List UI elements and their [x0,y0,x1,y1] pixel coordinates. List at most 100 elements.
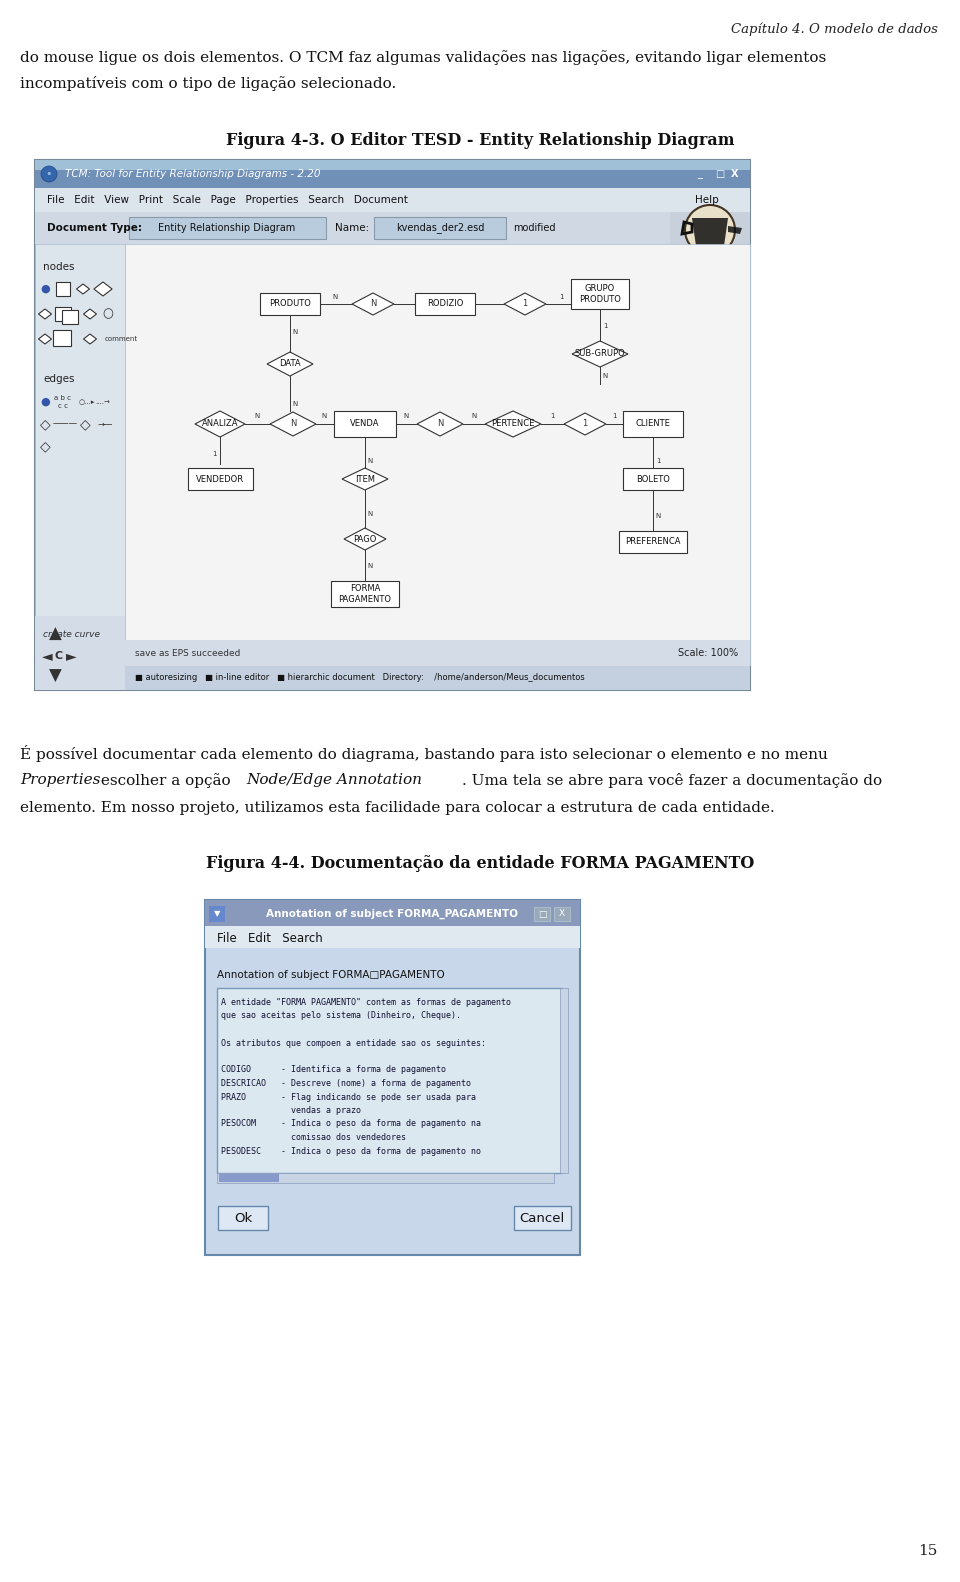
Text: 1: 1 [656,459,660,464]
Text: N: N [656,513,660,519]
Text: Scale: 100%: Scale: 100% [678,649,738,658]
Text: N: N [368,511,372,517]
Bar [205,925,580,948]
Bar [62,310,78,324]
Polygon shape [195,411,245,437]
Text: ○: ○ [103,307,113,321]
Polygon shape [352,293,394,315]
Text: . Uma tela se abre para você fazer a documentação do: . Uma tela se abre para você fazer a doc… [462,774,882,788]
Text: É possível documentar cada elemento do diagrama, bastando para isto selecionar o: É possível documentar cada elemento do d… [20,745,828,763]
Text: PRAZO       - Flag indicando se pode ser usada para: PRAZO - Flag indicando se pode ser usada… [221,1093,476,1101]
Polygon shape [38,334,52,343]
Bar [35,160,750,188]
Bar [35,615,125,690]
Text: RODIZIO: RODIZIO [427,299,463,308]
Text: CODIGO      - Identifica a forma de pagamento: CODIGO - Identifica a forma de pagamento [221,1066,446,1074]
Text: N: N [293,400,298,407]
Bar [55,307,71,321]
Text: Node/Edge Annotation: Node/Edge Annotation [246,774,422,786]
Polygon shape [267,353,313,377]
Text: 15: 15 [919,1544,938,1558]
FancyBboxPatch shape [129,217,326,239]
Text: N: N [370,299,376,308]
Text: 1: 1 [550,413,554,419]
Text: DESCRICAO   - Descreve (nome) a forma de pagamento: DESCRICAO - Descreve (nome) a forma de p… [221,1079,471,1088]
Text: modified: modified [513,223,556,233]
Text: File   Edit   Search: File Edit Search [217,932,323,944]
Bar [125,244,750,664]
Text: escolher a opção: escolher a opção [96,774,235,788]
Text: VENDEDOR: VENDEDOR [196,475,244,484]
Polygon shape [504,293,546,315]
Text: Figura 4-3. O Editor TESD - Entity Relationship Diagram: Figura 4-3. O Editor TESD - Entity Relat… [226,131,734,149]
Polygon shape [84,308,97,320]
Text: TCM: Tool for Entity Relationship Diagrams - 2.20: TCM: Tool for Entity Relationship Diagra… [65,169,321,179]
Text: N: N [293,329,298,335]
Text: PRODUTO: PRODUTO [269,299,311,308]
Text: BOLETO: BOLETO [636,475,670,484]
Text: GRUPO
PRODUTO: GRUPO PRODUTO [579,285,621,304]
Text: N: N [332,294,338,301]
Polygon shape [692,218,728,245]
Text: Document Type:: Document Type: [47,223,142,233]
Bar [35,212,750,244]
Circle shape [41,166,57,182]
Text: Capítulo 4. O modelo de dados: Capítulo 4. O modelo de dados [732,22,938,35]
Text: ▲: ▲ [49,625,61,642]
Text: Entity Relationship Diagram: Entity Relationship Diagram [158,223,296,233]
Text: do mouse ligue os dois elementos. O TCM faz algumas validações nas ligações, evi: do mouse ligue os dois elementos. O TCM … [20,51,827,65]
Text: Name:: Name: [335,223,370,233]
Text: ▼: ▼ [49,668,61,685]
Text: _: _ [698,169,703,179]
Polygon shape [342,468,388,490]
Text: Properties: Properties [20,774,101,786]
Bar [35,188,750,212]
Text: que sao aceitas pelo sistema (Dinheiro, Cheque).: que sao aceitas pelo sistema (Dinheiro, … [221,1011,461,1020]
Text: ►: ► [65,649,76,663]
Text: N: N [437,419,444,429]
Text: nodes: nodes [43,263,75,272]
Text: ●: ● [40,285,50,294]
Bar [35,244,125,664]
Polygon shape [572,342,628,367]
Text: DATA: DATA [279,359,300,369]
Polygon shape [77,285,89,294]
Text: PESODESC    - Indica o peso da forma de pagamento no: PESODESC - Indica o peso da forma de pag… [221,1147,481,1155]
Text: N: N [368,563,372,570]
Text: vendas a prazo: vendas a prazo [221,1106,361,1115]
Text: Figura 4-4. Documentação da entidade FORMA PAGAMENTO: Figura 4-4. Documentação da entidade FOR… [205,854,755,872]
Bar [205,900,580,925]
Text: ———: ——— [53,419,78,429]
Text: N: N [322,413,326,419]
Text: 1: 1 [522,299,528,308]
Bar [623,468,683,490]
Text: ▼: ▼ [214,910,220,919]
Text: N: N [254,413,259,419]
Text: Ok: Ok [234,1212,252,1224]
Text: ◇: ◇ [39,438,50,452]
Text: ◇: ◇ [80,418,90,430]
Text: comment: comment [105,335,138,342]
Text: Annotation of subject FORMA□PAGAMENTO: Annotation of subject FORMA□PAGAMENTO [217,970,444,979]
Text: incompatíveis com o tipo de ligação selecionado.: incompatíveis com o tipo de ligação sele… [20,76,396,92]
Text: ■ autoresizing   ■ in-line editor   ■ hierarchic document   Directory:    /home/: ■ autoresizing ■ in-line editor ■ hierar… [135,674,585,682]
Text: PESOCOM     - Indica o peso da forma de pagamento na: PESOCOM - Indica o peso da forma de paga… [221,1120,481,1128]
Bar [125,641,750,666]
Polygon shape [728,226,742,234]
Bar [125,664,750,679]
Polygon shape [417,411,463,437]
Polygon shape [564,413,606,435]
Text: PREFERENCA: PREFERENCA [625,538,681,546]
Polygon shape [485,411,541,437]
Text: N: N [471,413,476,419]
Bar [260,293,320,315]
Bar [554,906,570,921]
Bar [331,581,399,607]
Text: ●: ● [40,397,50,407]
Bar [217,1172,554,1183]
Text: ITEM: ITEM [355,475,375,484]
FancyBboxPatch shape [374,217,506,239]
Text: □: □ [538,910,546,919]
Text: 1: 1 [212,451,216,457]
Bar [135,668,215,677]
